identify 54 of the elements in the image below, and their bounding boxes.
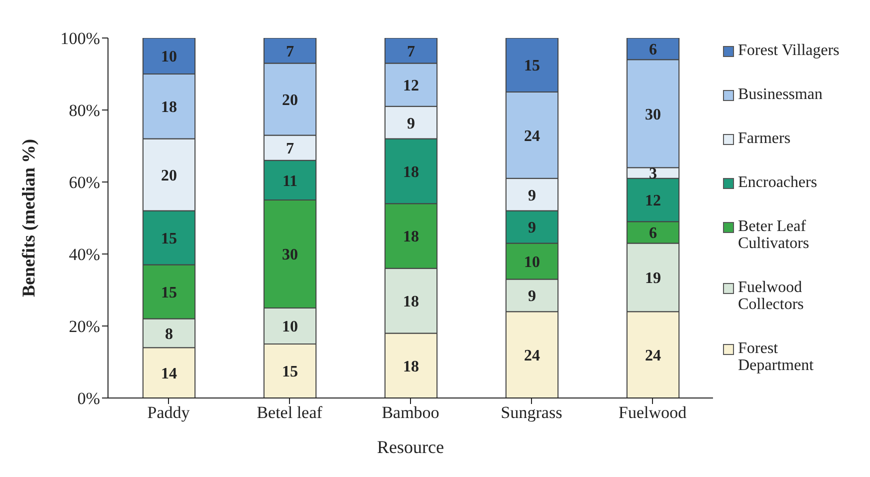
legend-label: Fuelwood Collectors xyxy=(738,279,805,314)
x-tick-label: Sungrass xyxy=(500,403,562,422)
data-label: 6 xyxy=(649,41,657,58)
x-axis-title: Resource xyxy=(377,437,444,457)
y-tick-label: 40% xyxy=(68,245,100,264)
legend-label: Beter Leaf Cultivators xyxy=(738,218,810,252)
data-label: 15 xyxy=(161,230,177,248)
data-label: 18 xyxy=(403,293,419,310)
data-label: 10 xyxy=(524,254,540,271)
data-label: 7 xyxy=(286,43,294,60)
y-tick-label: 100% xyxy=(60,29,100,48)
data-label: 24 xyxy=(524,347,540,364)
data-label: 19 xyxy=(645,270,661,288)
x-tick-label: Paddy xyxy=(147,403,190,422)
data-label: 30 xyxy=(282,246,298,264)
data-label: 20 xyxy=(282,92,298,109)
data-label: 9 xyxy=(528,187,536,204)
legend-label: Encroachers xyxy=(738,174,818,191)
y-tick-label: 80% xyxy=(68,101,100,120)
data-label: 18 xyxy=(403,228,419,246)
data-label: 9 xyxy=(528,220,536,237)
x-tick-label: Bamboo xyxy=(382,403,440,422)
data-label: 12 xyxy=(645,192,661,210)
data-label: 20 xyxy=(161,167,177,184)
data-label: 24 xyxy=(645,347,661,364)
data-label: 15 xyxy=(161,284,177,302)
x-tick-label: Fuelwood xyxy=(618,403,687,422)
y-tick-label: 0% xyxy=(77,389,100,408)
data-label: 18 xyxy=(403,358,419,376)
y-tick-label: 20% xyxy=(68,317,100,336)
y-axis-title: Benefits (median %) xyxy=(18,139,38,297)
data-label: 15 xyxy=(282,364,298,381)
legend-label: Forest Villagers xyxy=(738,42,840,59)
legend-label: Forest Department xyxy=(738,340,815,374)
data-label: 8 xyxy=(165,326,173,343)
data-label: 7 xyxy=(407,43,415,60)
data-label: 10 xyxy=(282,318,298,336)
data-label: 30 xyxy=(645,106,661,124)
data-label: 18 xyxy=(403,164,419,181)
data-label: 15 xyxy=(524,58,540,75)
data-label: 11 xyxy=(282,172,298,190)
data-label: 10 xyxy=(161,48,177,66)
x-tick-label: Betel leaf xyxy=(256,403,323,422)
data-label: 24 xyxy=(524,128,540,145)
data-label: 9 xyxy=(407,115,415,132)
data-label: 6 xyxy=(649,225,657,242)
legend-label: Businessman xyxy=(738,86,822,103)
data-label: 18 xyxy=(161,99,177,116)
y-tick-label: 60% xyxy=(68,173,100,192)
data-label: 14 xyxy=(161,365,177,382)
data-label: 9 xyxy=(528,288,536,306)
legend-label: Farmers xyxy=(738,130,790,147)
data-label: 12 xyxy=(403,77,419,94)
data-label: 7 xyxy=(286,140,294,158)
